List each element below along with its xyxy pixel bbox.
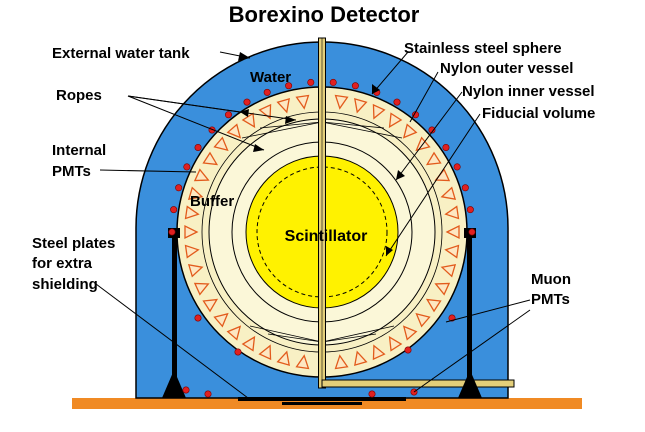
muon-pmt-marker	[170, 206, 178, 214]
muon-pmt-marker	[461, 184, 469, 192]
label-nylon-inner-vessel: Nylon inner vessel	[462, 83, 595, 100]
internal-pmt-marker	[184, 205, 200, 220]
internal-pmt-marker	[434, 282, 451, 296]
internal-pmt-marker	[295, 354, 310, 370]
muon-pmt-marker	[224, 111, 232, 119]
internal-pmt-marker	[202, 151, 219, 166]
label-external-water-tank: External water tank	[52, 45, 190, 62]
muon-pmt-marker	[329, 78, 337, 86]
internal-pmt-marker	[276, 350, 290, 367]
internal-pmt-marker	[372, 103, 386, 120]
internal-pmt-marker	[187, 186, 204, 200]
muon-pmt-marker	[368, 390, 376, 398]
internal-pmt-marker	[276, 97, 290, 114]
internal-pmt-marker	[334, 94, 349, 110]
label-steel-plates-line3: shielding	[32, 276, 98, 293]
muon-pmts	[168, 78, 476, 398]
internal-pmt-marker	[193, 168, 210, 182]
internal-pmt-marker	[425, 151, 442, 166]
label-water: Water	[250, 69, 291, 86]
internal-pmt-marker	[388, 112, 403, 129]
internal-pmt-marker	[241, 335, 256, 352]
muon-pmt-marker	[168, 228, 176, 236]
internal-pmts	[184, 94, 460, 370]
muon-pmt-marker	[453, 163, 461, 171]
internal-pmt-marker	[258, 344, 272, 361]
ropes	[241, 121, 403, 343]
internal-pmt-marker	[444, 205, 460, 220]
muon-pmt-marker	[243, 98, 251, 106]
muon-pmt-marker	[183, 163, 191, 171]
title: Borexino Detector	[229, 2, 420, 27]
internal-pmt-marker	[440, 186, 457, 200]
label-ropes: Ropes	[56, 87, 102, 104]
bottom-pipe	[321, 379, 515, 388]
muon-pmt-marker	[204, 390, 212, 398]
label-muon-pmts-line1: Muon	[531, 271, 571, 288]
internal-pmt-marker	[184, 224, 199, 240]
internal-pmt-marker	[372, 344, 386, 361]
internal-pmt-marker	[354, 350, 368, 367]
muon-pmt-marker	[393, 98, 401, 106]
internal-pmt-marker	[213, 312, 229, 328]
internal-pmt-marker	[213, 136, 229, 152]
internal-pmt-marker	[258, 103, 272, 120]
label-internal-pmts-line2: PMTs	[52, 163, 91, 180]
muon-pmt-marker	[194, 314, 202, 322]
muon-pmt-marker	[234, 348, 242, 356]
internal-pmt-marker	[402, 325, 418, 341]
leader-lines	[95, 51, 531, 399]
muon-pmt-marker	[182, 386, 190, 394]
internal-pmt-marker	[226, 325, 242, 341]
label-buffer: Buffer	[190, 193, 234, 210]
internal-pmt-marker	[193, 282, 210, 296]
internal-pmt-marker	[402, 123, 418, 139]
label-stainless-steel-sphere: Stainless steel sphere	[404, 40, 562, 57]
muon-pmt-marker	[263, 88, 271, 96]
label-scintillator: Scintillator	[285, 228, 368, 245]
internal-pmt-marker	[440, 264, 457, 278]
internal-pmt-marker	[445, 224, 460, 240]
label-muon-pmts-line2: PMTs	[531, 291, 570, 308]
label-fiducial-volume: Fiducial volume	[482, 105, 595, 122]
muon-pmt-marker	[307, 78, 315, 86]
internal-pmt-marker	[334, 354, 349, 370]
muon-pmt-marker	[175, 184, 183, 192]
internal-pmt-marker	[184, 244, 200, 259]
leader-arrowheads	[238, 52, 405, 256]
label-internal-pmts-line1: Internal	[52, 142, 106, 159]
internal-pmt-marker	[226, 123, 242, 139]
internal-pmt-marker	[388, 335, 403, 352]
bottom-plate	[238, 397, 406, 401]
muon-pmt-marker	[466, 206, 474, 214]
muon-pmt-marker	[404, 346, 412, 354]
muon-pmt-marker	[194, 144, 202, 152]
internal-pmt-marker	[354, 97, 368, 114]
label-steel-plates-line1: Steel plates	[32, 235, 115, 252]
muon-pmt-marker	[428, 126, 436, 134]
muon-pmt-marker	[442, 144, 450, 152]
bottom-plate-inner	[282, 402, 362, 405]
label-steel-plates-line2: for extra	[32, 255, 93, 272]
muon-pmt-marker	[468, 228, 476, 236]
internal-pmt-marker	[415, 312, 431, 328]
internal-pmt-marker	[202, 298, 219, 313]
muon-pmt-marker	[351, 82, 359, 90]
internal-pmt-marker	[425, 298, 442, 313]
muon-pmt-marker	[285, 82, 293, 90]
internal-pmt-marker	[444, 244, 460, 259]
internal-pmt-marker	[187, 264, 204, 278]
internal-pmt-marker	[295, 94, 310, 110]
label-nylon-outer-vessel: Nylon outer vessel	[440, 60, 573, 77]
